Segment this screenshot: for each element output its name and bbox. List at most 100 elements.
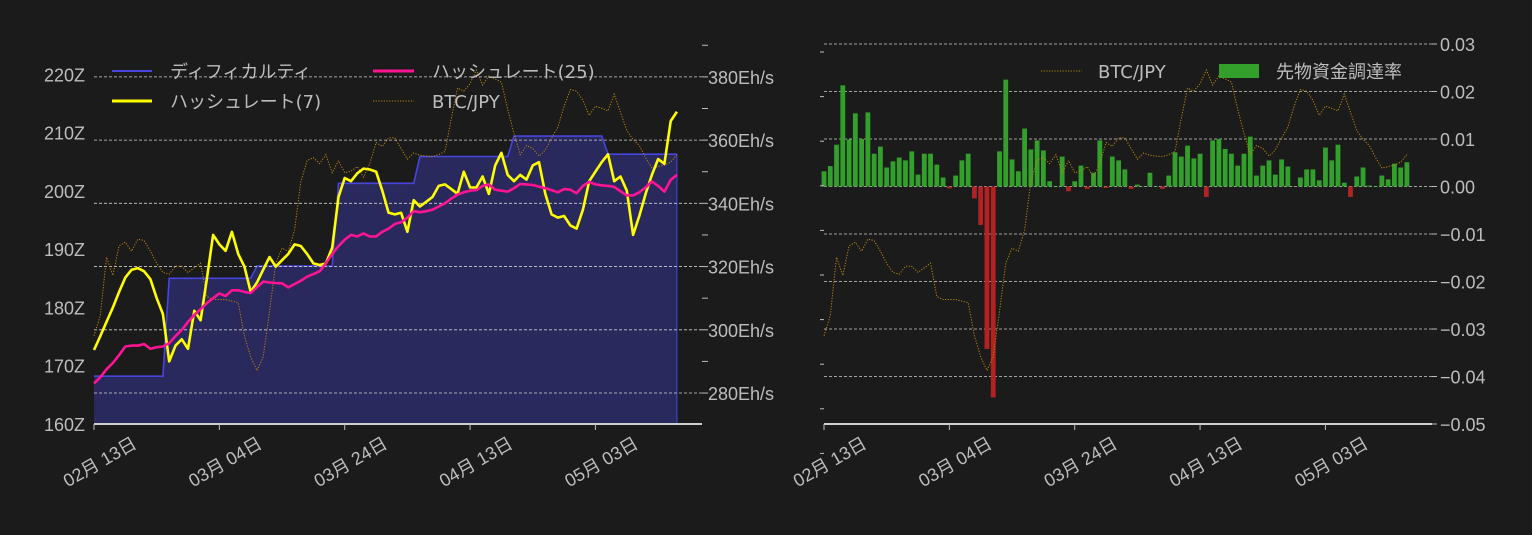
right-chart: 0.03 0.02 0.01 0.00 −0.01 −0.02 −0.03 −0.04 −0.0…	[790, 35, 1486, 491]
right-y-tick-label: 300Eh/s	[708, 321, 774, 341]
hashrate25-line	[93, 173, 678, 385]
funding-rate-bar	[865, 112, 871, 187]
legend-label-hashrate7: ハッシュレート(7)	[170, 92, 321, 113]
funding-rate-bar	[1247, 136, 1253, 187]
funding-rate-bar	[1109, 156, 1115, 187]
funding-rate-bar	[940, 177, 946, 187]
funding-rate-bar	[1216, 139, 1222, 187]
funding-rate-bar	[1028, 149, 1034, 187]
funding-rate-bar	[1279, 159, 1284, 187]
left-legend: ディフィカルティ ハッシュレート(25) ハッシュレート(7) BTC/JPY	[112, 62, 595, 113]
funding-rate-bar	[1354, 176, 1360, 187]
funding-rate-bar	[990, 186, 996, 398]
left-chart: 160Z 170Z 180Z 190Z 200Z 210Z 220Z 280Eh/s 300Eh…	[44, 44, 774, 491]
funding-rate-bar	[1329, 160, 1335, 187]
right-y-tick-label: 0.02	[1440, 83, 1475, 103]
funding-rate-bar	[1178, 156, 1184, 187]
funding-rate-bar	[965, 153, 971, 187]
funding-rate-bar	[896, 157, 902, 187]
funding-rate-bar	[934, 164, 940, 187]
funding-rate-bar	[1297, 177, 1303, 187]
funding-rate-bar	[884, 167, 890, 187]
legend-label-hashrate25: ハッシュレート(25)	[432, 62, 595, 83]
funding-rate-bar	[1084, 186, 1090, 189]
funding-rate-bar	[909, 151, 915, 187]
funding-rate-bar	[840, 85, 846, 187]
left-y-tick-label: 220Z	[44, 65, 85, 85]
x-tick-label: 05月 03日	[1291, 433, 1371, 491]
funding-rate-bar	[1022, 128, 1027, 187]
funding-rate-bar	[984, 186, 990, 349]
x-tick-label: 03月 24日	[1041, 433, 1121, 491]
funding-rate-bar	[1066, 186, 1071, 192]
funding-rate-bar	[1260, 165, 1266, 187]
funding-rate-bar	[1360, 167, 1366, 187]
funding-rate-bar	[890, 161, 896, 187]
difficulty-area	[94, 136, 677, 424]
funding-rate-bar	[1391, 163, 1397, 187]
funding-rate-bar	[1316, 180, 1322, 187]
funding-rate-bar	[1210, 140, 1216, 187]
funding-rate-bar	[915, 174, 921, 187]
funding-rate-bar	[1003, 79, 1009, 187]
funding-rate-bar	[1172, 152, 1178, 187]
funding-rate-bar	[1160, 186, 1165, 189]
funding-rate-bar	[1166, 175, 1172, 187]
funding-rate-bar	[1040, 150, 1046, 187]
funding-rate-bar	[852, 113, 858, 187]
funding-rate-bar	[1241, 153, 1247, 187]
right-y-tick-label: 380Eh/s	[708, 68, 774, 88]
funding-rate-bar	[972, 186, 977, 199]
funding-rate-bar	[1254, 175, 1259, 187]
funding-rate-bar	[1091, 172, 1096, 187]
funding-rate-bar	[1103, 186, 1109, 188]
funding-rate-bar	[1229, 153, 1234, 187]
difficulty-line	[94, 135, 677, 378]
funding-rate-bar	[1398, 167, 1404, 187]
funding-rate-bar	[1348, 186, 1353, 197]
right-y-tick-label: 0.00	[1440, 178, 1475, 198]
funding-rate-bar	[1034, 140, 1040, 187]
funding-rate-bar	[1185, 145, 1190, 187]
right-legend: BTC/JPY 先物資金調達率	[1041, 62, 1402, 83]
funding-rate-bar	[953, 175, 959, 187]
x-tick-label: 02月 13日	[60, 433, 140, 491]
funding-rate-bar	[1122, 169, 1128, 187]
funding-rate-bar	[878, 146, 883, 187]
funding-rate-bar	[1128, 186, 1134, 189]
funding-rate-bar	[1404, 162, 1410, 187]
legend-label-btcjpy: BTC/JPY	[1098, 62, 1167, 83]
funding-rate-bar	[1272, 174, 1278, 187]
funding-rate-bar	[1323, 147, 1328, 187]
funding-rate-bar	[1341, 182, 1347, 187]
legend-label-funding-rate: 先物資金調達率	[1276, 62, 1402, 83]
funding-rate-bar	[1385, 179, 1391, 187]
funding-rate-bar	[1222, 148, 1228, 187]
right-y-tick-label: −0.01	[1440, 225, 1486, 245]
funding-rate-bar	[1203, 186, 1209, 197]
funding-rate-bar	[1097, 140, 1103, 187]
right-y-tick-label: 280Eh/s	[708, 384, 774, 404]
funding-rate-bar	[946, 186, 952, 189]
funding-rate-bar	[1015, 171, 1021, 187]
right-y-tick-label: −0.03	[1440, 320, 1486, 340]
funding-rate-bar	[1266, 160, 1272, 187]
funding-rate-bar	[1059, 156, 1065, 187]
right-y-tick-label: −0.04	[1440, 368, 1486, 388]
funding-rate-bar	[1047, 181, 1053, 187]
funding-rate-bar	[1335, 144, 1341, 187]
left-y-tick-label: 190Z	[44, 240, 85, 260]
right-y-tick-label: 320Eh/s	[708, 258, 774, 278]
funding-rate-bar	[834, 144, 839, 187]
funding-rate-bar	[1235, 165, 1241, 187]
x-tick-label: 04月 13日	[1166, 433, 1246, 491]
funding-rate-bar	[1135, 184, 1140, 187]
funding-rate-bar	[997, 151, 1002, 187]
x-tick-label: 03月 04日	[185, 433, 265, 491]
funding-rate-bar	[1116, 160, 1121, 187]
funding-rate-bar	[1310, 169, 1316, 187]
funding-rate-bar	[1366, 185, 1372, 187]
right-y-tick-label: −0.05	[1440, 415, 1486, 435]
x-tick-label: 03月 24日	[311, 433, 391, 491]
legend-label-btcjpy: BTC/JPY	[432, 92, 501, 113]
